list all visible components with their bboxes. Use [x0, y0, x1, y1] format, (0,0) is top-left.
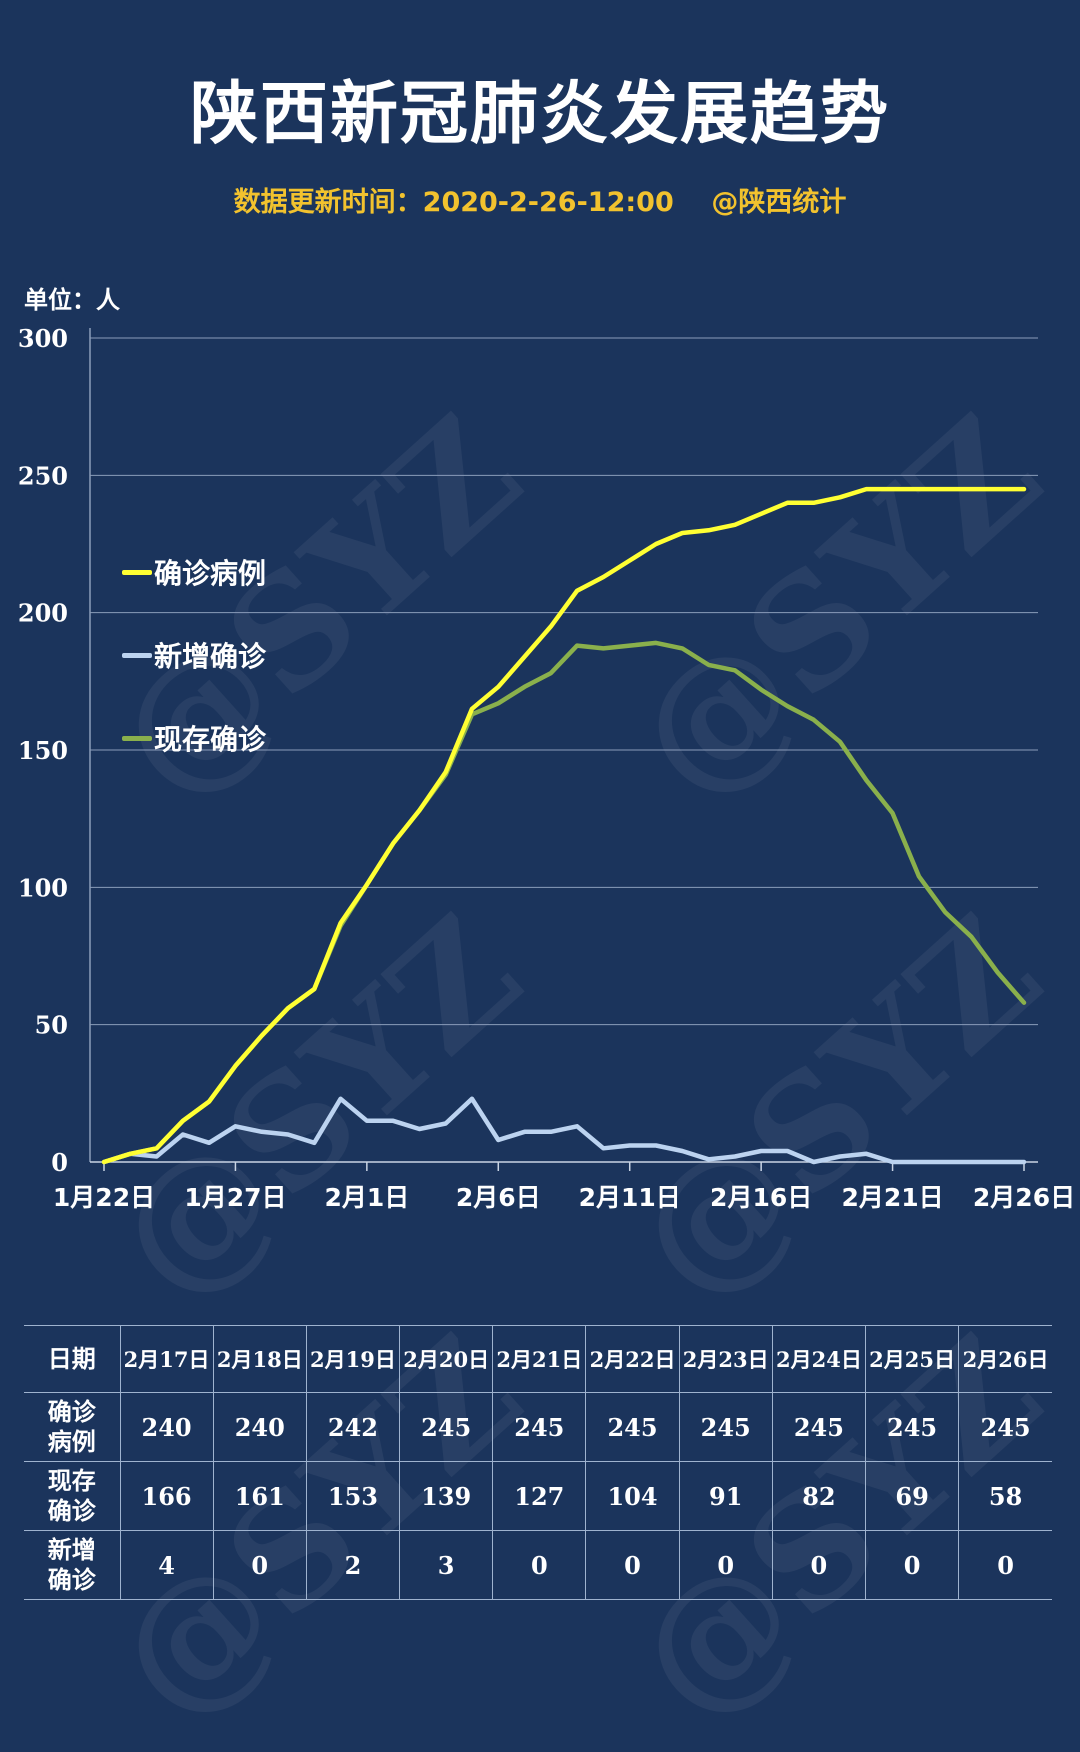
table-cell: 153 — [305, 1461, 401, 1531]
update-time-subtitle: 数据更新时间：2020-2-26-12:00 @陕西统计 — [233, 187, 847, 218]
legend-swatch — [122, 569, 152, 575]
table-cell: 245 — [585, 1392, 680, 1462]
table-header-date: 2月26日 — [958, 1325, 1052, 1393]
y-tick-label: 150 — [18, 736, 68, 765]
table-cell: 0 — [771, 1530, 867, 1600]
table-header-date: 2月24日 — [771, 1325, 867, 1393]
table-cell: 245 — [492, 1392, 587, 1462]
table-cell: 0 — [585, 1530, 680, 1600]
x-tick-label: 1月27日 — [184, 1183, 286, 1212]
table-row: 确诊 病例 240 240 242 245 245 245 245 245 245 245 — [24, 1392, 1052, 1462]
x-tick-label: 2月16日 — [710, 1183, 812, 1212]
series-line-1 — [101, 486, 1027, 1165]
tick-labels: 0 50 100 150 200 250 300 1月22日 1月27日 2月1日 2月6日 2月11… — [18, 324, 1075, 1212]
y-tick-label: 250 — [18, 461, 68, 490]
table-cell: 0 — [864, 1530, 960, 1600]
table-cell: 91 — [678, 1461, 773, 1531]
series-lines — [101, 486, 1027, 1165]
table-header-date: 2月21日 — [492, 1325, 587, 1393]
y-tick-label: 100 — [18, 873, 68, 902]
table-header-date: 2月17日 — [119, 1325, 214, 1393]
axes — [89, 328, 1038, 1171]
table-cell: 2 — [305, 1530, 401, 1600]
table-cell: 3 — [399, 1530, 494, 1600]
legend-item: 现存确诊 — [122, 718, 266, 758]
y-tick-label: 0 — [51, 1148, 68, 1177]
data-table: 日期 2月17日 2月18日 2月19日 2月20日 2月21日 2月22日 2月23日 2月2… — [24, 1325, 1052, 1600]
unit-label: 单位：人 — [24, 286, 120, 314]
table-row-label: 现存 确诊 — [24, 1461, 121, 1531]
table-header-date: 2月19日 — [305, 1325, 401, 1393]
y-tick-label: 300 — [18, 324, 68, 353]
legend-label: 现存确诊 — [154, 723, 267, 756]
table-cell: 0 — [958, 1530, 1052, 1600]
table-cell: 4 — [119, 1530, 214, 1600]
table-header-date: 2月18日 — [212, 1325, 307, 1393]
table-cell: 245 — [958, 1392, 1052, 1462]
trend-line-chart: 0 50 100 150 200 250 300 1月22日 1月27日 2月1日 2月6日 2月11… — [18, 324, 1075, 1212]
x-tick-label: 2月11日 — [579, 1183, 681, 1212]
table-cell: 242 — [305, 1392, 401, 1462]
table-cell: 240 — [119, 1392, 214, 1462]
table-cell: 245 — [864, 1392, 960, 1462]
table-row-label: 确诊 病例 — [24, 1392, 121, 1462]
table-cell: 161 — [212, 1461, 307, 1531]
table-cell: 245 — [771, 1392, 867, 1462]
x-tick-label: 2月21日 — [841, 1183, 943, 1212]
x-tick-label: 2月1日 — [324, 1183, 409, 1212]
grid-lines — [90, 337, 1038, 1026]
table-cell: 58 — [958, 1461, 1052, 1531]
legend-item: 新增确诊 — [122, 635, 266, 675]
table-row-label: 新增 确诊 — [24, 1530, 121, 1600]
table-cell: 0 — [212, 1530, 307, 1600]
table-cell: 245 — [399, 1392, 494, 1462]
y-tick-label: 200 — [18, 599, 68, 628]
table-header-date: 2月23日 — [678, 1325, 773, 1393]
table-cell: 82 — [771, 1461, 867, 1531]
table-header-date: 2月25日 — [864, 1325, 960, 1393]
table-cell: 240 — [212, 1392, 307, 1462]
page-title: 陕西新冠肺炎发展趋势 — [189, 75, 890, 154]
x-tick-label: 1月22日 — [53, 1183, 155, 1212]
table-cell: 104 — [585, 1461, 680, 1531]
table-header-row: 日期 2月17日 2月18日 2月19日 2月20日 2月21日 2月22日 2月23日 2月2… — [24, 1325, 1052, 1393]
table-cell: 0 — [492, 1530, 587, 1600]
series-line-2 — [101, 1096, 1027, 1165]
y-tick-label: 50 — [35, 1011, 68, 1040]
table-row: 现存 确诊 166 161 153 139 127 104 91 82 69 58 — [24, 1461, 1052, 1531]
legend-label: 确诊病例 — [154, 557, 267, 590]
table-row: 新增 确诊 4 0 2 3 0 0 0 0 0 0 — [24, 1530, 1052, 1600]
legend-label: 新增确诊 — [154, 640, 267, 673]
table-header-label: 日期 — [24, 1325, 121, 1393]
legend-swatch — [122, 735, 152, 741]
table-cell: 69 — [864, 1461, 960, 1531]
legend-swatch — [122, 652, 152, 658]
x-tick-label: 2月26日 — [973, 1183, 1075, 1212]
table-cell: 139 — [399, 1461, 494, 1531]
table-cell: 127 — [492, 1461, 587, 1531]
table-header-date: 2月22日 — [585, 1325, 680, 1393]
legend-item: 确诊病例 — [122, 552, 266, 592]
table-cell: 245 — [678, 1392, 773, 1462]
table-cell: 0 — [678, 1530, 773, 1600]
x-tick-label: 2月6日 — [456, 1183, 541, 1212]
table-header-date: 2月20日 — [399, 1325, 494, 1393]
table-cell: 166 — [119, 1461, 214, 1531]
